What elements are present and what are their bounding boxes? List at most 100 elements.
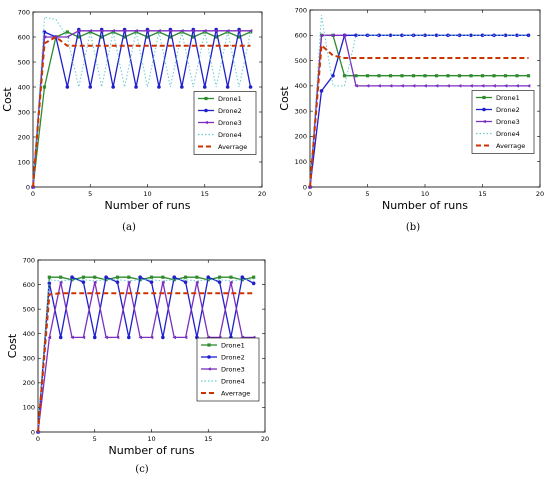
data-point (65, 85, 70, 89)
data-point (319, 89, 324, 93)
data-point (180, 85, 184, 89)
series-drone3 (31, 28, 253, 189)
series-line (32, 30, 251, 188)
data-point (252, 275, 256, 279)
data-point (42, 35, 47, 39)
data-point (81, 280, 86, 284)
x-tick-label: 10 (421, 190, 429, 198)
x-axis-label: Number of runs (105, 199, 191, 212)
data-point (354, 74, 358, 78)
panel-caption: (a) (122, 222, 136, 233)
y-tick-label: 700 (18, 8, 30, 16)
x-tick-label: 20 (536, 190, 544, 198)
legend-label: Averrage (221, 389, 250, 397)
data-point (99, 28, 104, 33)
data-point (423, 84, 427, 88)
legend-marker (204, 120, 208, 125)
series-line (37, 281, 254, 433)
data-point (237, 28, 241, 33)
y-tick-label: 300 (295, 107, 307, 115)
data-point (81, 275, 85, 279)
data-point (161, 275, 165, 279)
data-point (47, 275, 51, 279)
legend: Drone1 Drone2 Drone3 Drone4 Averrage (193, 91, 257, 155)
y-tick-label: 200 (295, 133, 307, 141)
data-point (191, 28, 196, 33)
data-point (480, 74, 485, 78)
legend: Drone1 Drone2 Drone3 Drone4 Averrage (471, 90, 535, 154)
data-point (58, 335, 63, 340)
x-tick-label: 0 (36, 435, 40, 443)
legend-marker (207, 343, 211, 347)
data-point (149, 280, 154, 284)
panel-caption: (b) (406, 222, 420, 233)
data-point (180, 28, 184, 33)
legend-label: Drone2 (496, 106, 520, 114)
legend-marker (204, 108, 208, 113)
data-point (331, 33, 335, 38)
legend-marker (207, 367, 211, 371)
data-point (469, 33, 473, 38)
data-point (92, 335, 97, 340)
data-point (515, 74, 519, 78)
series-drone4 (37, 279, 254, 433)
data-point (157, 85, 161, 89)
series-line (32, 16, 251, 188)
data-point (88, 30, 92, 34)
y-tick-label: 100 (18, 158, 30, 166)
data-point (149, 335, 154, 340)
y-tick-label: 200 (23, 379, 35, 387)
legend-marker (482, 95, 486, 100)
data-point (218, 275, 222, 279)
data-point (168, 28, 173, 33)
data-point (172, 275, 176, 280)
data-point (42, 85, 47, 89)
data-point (248, 30, 253, 34)
series-line (32, 29, 252, 188)
data-point (446, 84, 450, 88)
data-point (251, 281, 256, 286)
data-point (423, 33, 427, 38)
legend-marker (482, 107, 486, 112)
x-tick-label: 15 (201, 190, 209, 198)
data-point (202, 85, 207, 89)
data-point (377, 84, 381, 88)
data-point (342, 74, 347, 78)
data-point (111, 30, 115, 34)
data-point (104, 275, 108, 280)
data-point (354, 84, 358, 88)
data-point (377, 74, 381, 78)
legend-label: Drone1 (221, 341, 245, 349)
legend-label: Drone3 (496, 118, 520, 126)
data-point (480, 33, 485, 38)
data-point (457, 84, 462, 88)
data-point (70, 275, 74, 280)
y-tick-label: 300 (18, 108, 30, 116)
data-point (229, 275, 233, 279)
y-tick-label: 700 (295, 6, 307, 14)
data-point (115, 280, 120, 284)
data-point (183, 280, 188, 284)
x-tick-label: 0 (308, 190, 312, 198)
legend-marker (204, 96, 208, 101)
data-point (127, 280, 131, 284)
data-point (134, 30, 138, 34)
data-point (214, 35, 218, 39)
x-tick-label: 15 (478, 190, 486, 198)
data-point (492, 74, 496, 78)
data-point (411, 84, 416, 88)
series-line (37, 279, 254, 433)
legend-label: Drone4 (221, 377, 245, 385)
data-point (319, 33, 324, 38)
data-point (93, 275, 97, 279)
data-point (214, 28, 218, 33)
legend-label: Averrage (496, 142, 525, 150)
data-point (202, 28, 207, 33)
data-point (365, 84, 370, 88)
series-averrage (309, 43, 529, 188)
legend-label: Drone3 (218, 119, 242, 127)
x-tick-label: 10 (147, 435, 155, 443)
data-point (469, 74, 473, 78)
data-point (400, 74, 404, 78)
